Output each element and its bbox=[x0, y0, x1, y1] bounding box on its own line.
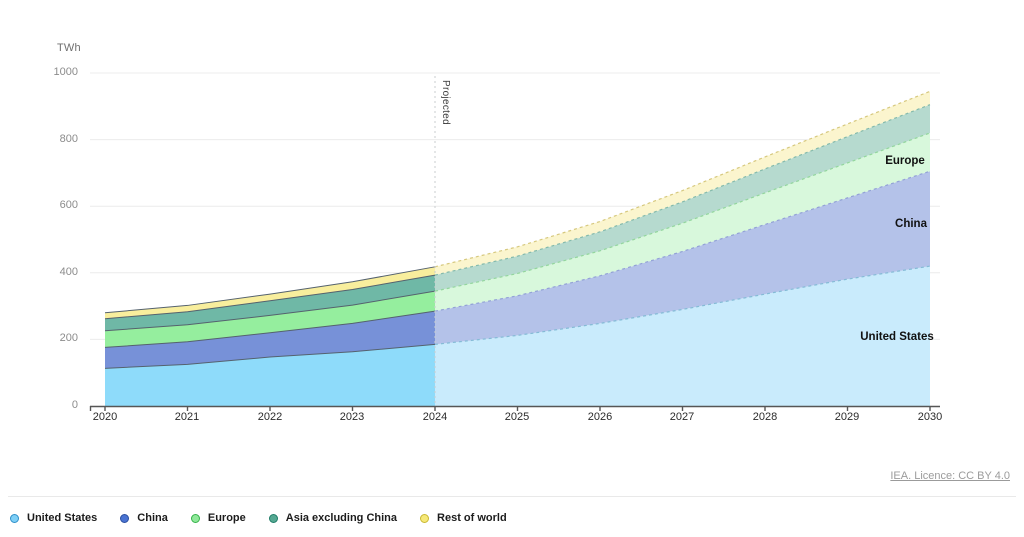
y-tick-0: 0 bbox=[71, 399, 78, 411]
y-axis-unit-label: TWh bbox=[57, 42, 81, 54]
legend-item-rest-of-world[interactable]: Rest of world bbox=[420, 512, 507, 524]
y-tick-400: 400 bbox=[59, 266, 78, 278]
china-legend-dot-icon bbox=[120, 513, 130, 523]
y-tick-800: 800 bbox=[59, 133, 78, 145]
legend-item-united-states[interactable]: United States bbox=[10, 512, 97, 524]
x-tick-2020: 2020 bbox=[92, 411, 118, 423]
asia-excluding-china-legend-dot-icon bbox=[268, 513, 278, 523]
legend-item-china[interactable]: China bbox=[120, 512, 168, 524]
area-label-united-states: United States bbox=[860, 331, 934, 343]
legend-item-asia-excluding-china[interactable]: Asia excluding China bbox=[268, 512, 398, 524]
y-tick-600: 600 bbox=[59, 199, 78, 211]
projected-annotation: Projected bbox=[440, 80, 451, 125]
x-tick-2028: 2028 bbox=[752, 411, 778, 423]
footer-divider bbox=[8, 496, 1016, 497]
area-label-china: China bbox=[895, 218, 927, 230]
x-tick-2030: 2030 bbox=[917, 411, 943, 423]
x-tick-2027: 2027 bbox=[669, 411, 695, 423]
area-label-europe: Europe bbox=[885, 155, 925, 167]
legend-item-europe[interactable]: Europe bbox=[190, 512, 246, 524]
x-tick-2026: 2026 bbox=[587, 411, 613, 423]
x-tick-2025: 2025 bbox=[504, 411, 530, 423]
x-tick-2021: 2021 bbox=[174, 411, 200, 423]
united-states-legend-dot-icon bbox=[10, 513, 19, 523]
legend-label: China bbox=[137, 512, 168, 524]
legend-label: Asia excluding China bbox=[285, 512, 398, 524]
x-tick-2029: 2029 bbox=[834, 411, 860, 423]
y-tick-1000: 1000 bbox=[53, 66, 78, 78]
legend-label: Rest of world bbox=[437, 512, 507, 524]
x-tick-2022: 2022 bbox=[257, 411, 283, 423]
x-tick-2023: 2023 bbox=[339, 411, 365, 423]
rest-of-world-legend-dot-icon bbox=[420, 513, 430, 523]
attribution-link[interactable]: IEA. Licence: CC BY 4.0 bbox=[890, 470, 1010, 482]
legend-label: Europe bbox=[207, 512, 246, 524]
x-tick-2024: 2024 bbox=[422, 411, 448, 423]
chart-legend: United States China Europe Asia excludin… bbox=[10, 512, 507, 524]
legend-label: United States bbox=[27, 512, 98, 524]
europe-legend-dot-icon bbox=[190, 513, 200, 523]
y-tick-200: 200 bbox=[59, 332, 78, 344]
